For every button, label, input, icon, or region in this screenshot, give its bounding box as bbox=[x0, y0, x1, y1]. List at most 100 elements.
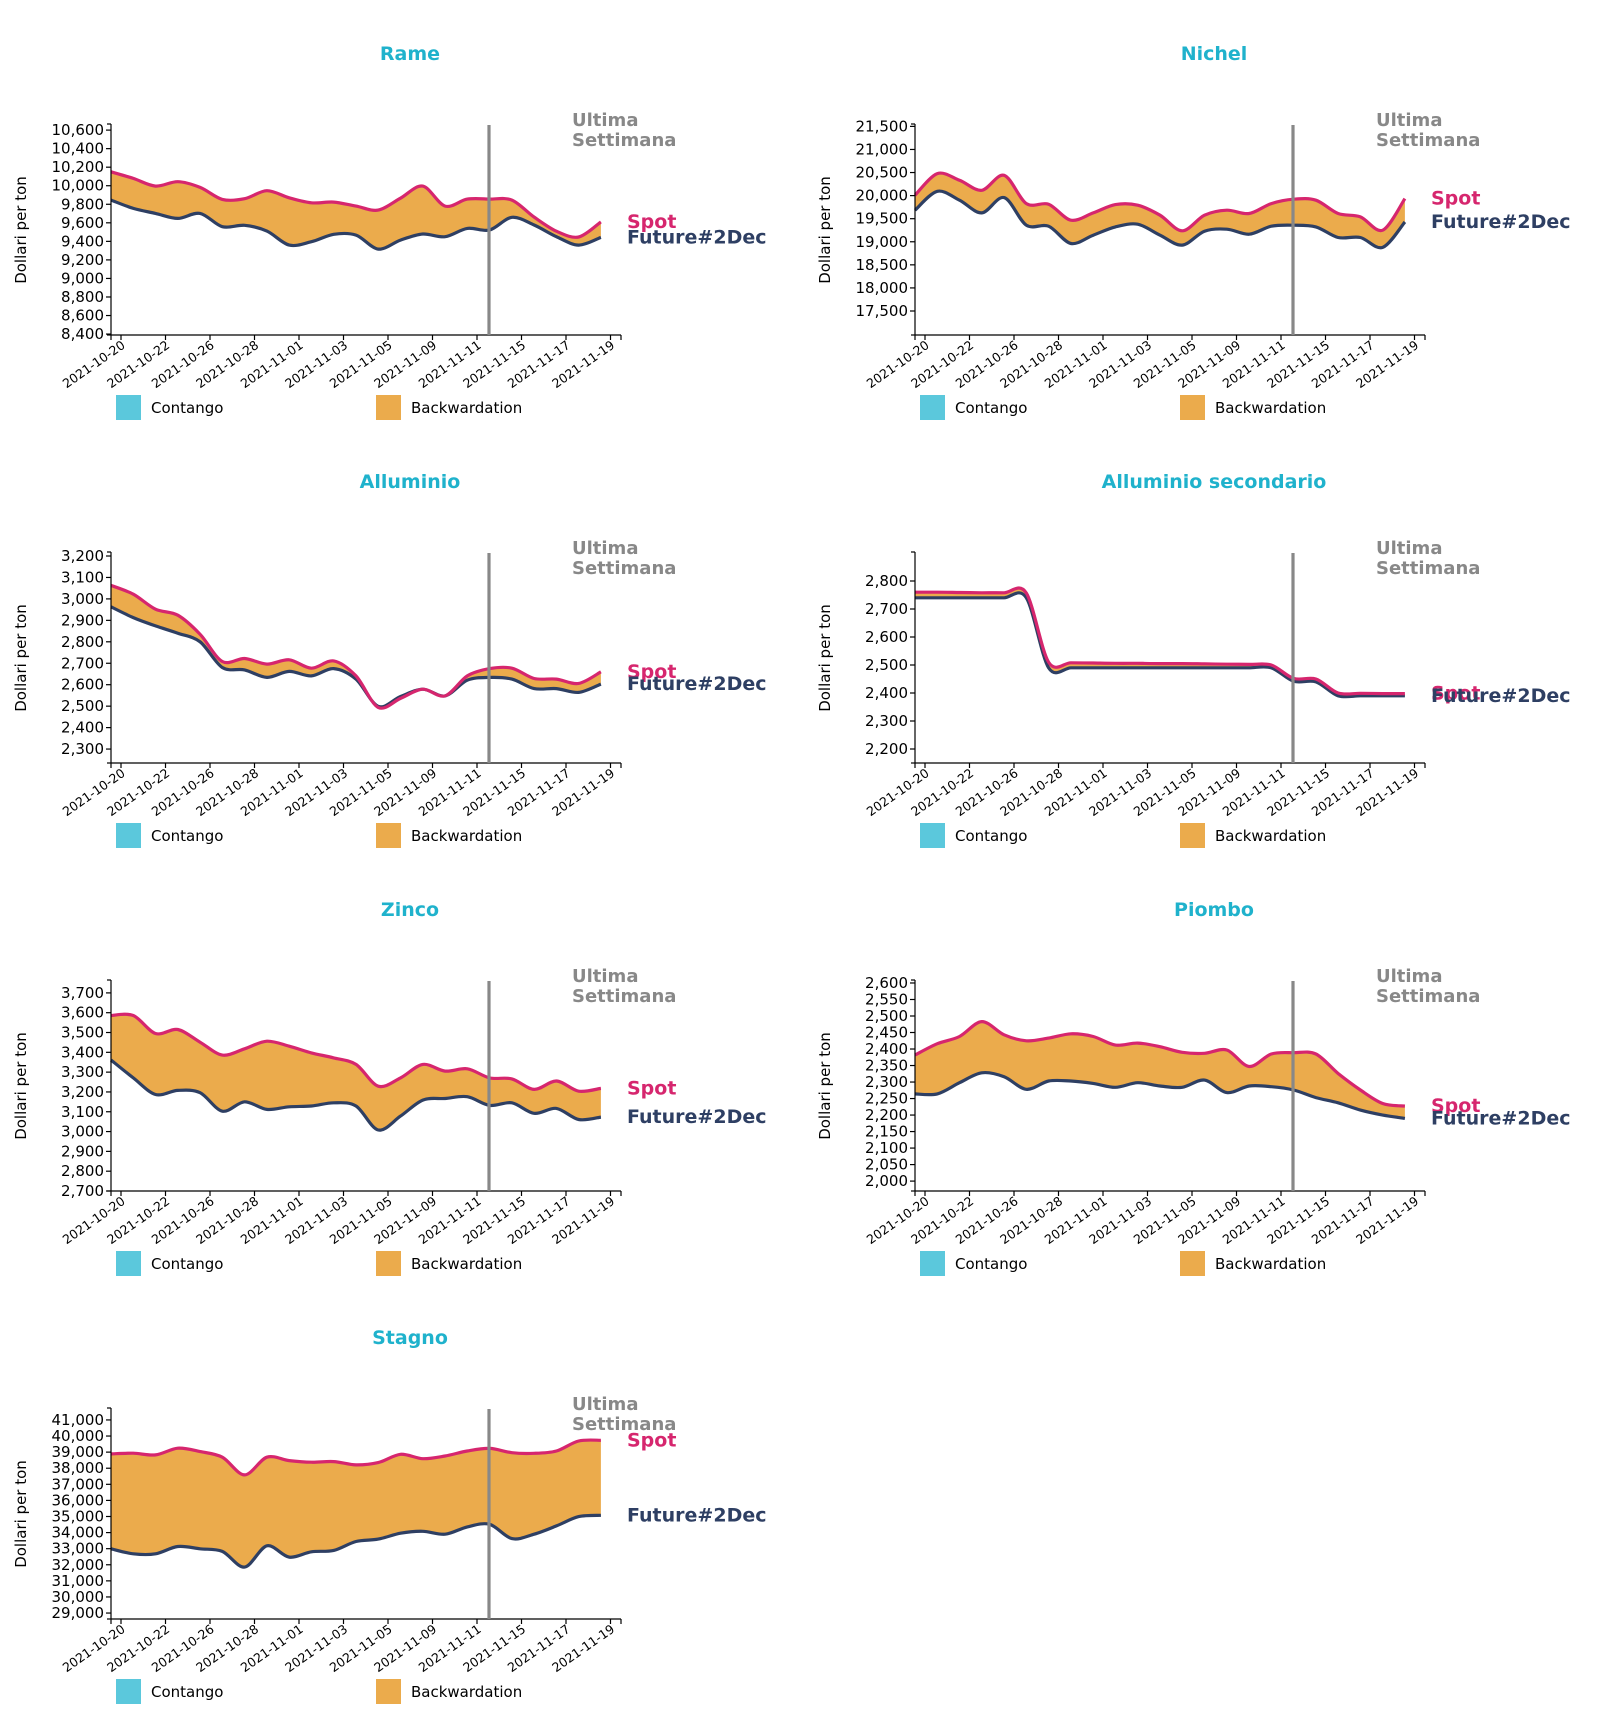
legend-item-backwardation[interactable]: Backwardation bbox=[1180, 1251, 1326, 1276]
y-tick-label: 9,000 bbox=[61, 269, 104, 287]
chart-title: Zinco bbox=[381, 899, 439, 921]
y-tick-label: 8,400 bbox=[61, 325, 104, 343]
future-series-label: Future#2Dec bbox=[1431, 211, 1571, 233]
backwardation-area bbox=[111, 585, 601, 709]
y-tick-label: 10,400 bbox=[52, 140, 105, 158]
y-tick-label: 2,500 bbox=[61, 697, 104, 715]
y-tick-label: 18,000 bbox=[856, 279, 909, 297]
legend-swatch bbox=[116, 1679, 141, 1704]
legend-item-backwardation[interactable]: Backwardation bbox=[1180, 395, 1326, 420]
y-tick-label: 37,000 bbox=[52, 1475, 105, 1493]
legend-label: Contango bbox=[151, 1683, 223, 1701]
legend-label: Backwardation bbox=[1215, 399, 1326, 417]
y-tick-label: 29,000 bbox=[52, 1604, 105, 1622]
chart-title: Nichel bbox=[1181, 43, 1248, 65]
legend-swatch bbox=[116, 1251, 141, 1276]
last-week-label: Ultima bbox=[572, 1394, 638, 1415]
legend-label: Contango bbox=[955, 399, 1027, 417]
y-tick-label: 2,200 bbox=[865, 1106, 908, 1124]
y-tick-label: 3,200 bbox=[61, 547, 104, 565]
y-tick-label: 36,000 bbox=[52, 1491, 105, 1509]
chart-zinco: Zinco Dollari per ton 2,700 2,800 2,9003,000… bbox=[12, 899, 767, 1276]
y-axis-label: Dollari per ton bbox=[12, 176, 30, 284]
chart-piombo: Piombo Dollari per ton 2,0002,0502,1002,15… bbox=[816, 899, 1571, 1276]
y-tick-label: 38,000 bbox=[52, 1459, 105, 1477]
legend-label: Contango bbox=[151, 827, 223, 845]
y-tick-label: 3,400 bbox=[61, 1043, 104, 1061]
legend-item-contango[interactable]: Contango bbox=[116, 823, 223, 848]
legend-item-backwardation[interactable]: Backwardation bbox=[376, 1679, 522, 1704]
chart-alluminio-secondario: Alluminio secondario Dollari per ton 2,200… bbox=[816, 471, 1571, 848]
future-series-label: Future#2Dec bbox=[1431, 685, 1571, 707]
backwardation-area bbox=[111, 171, 601, 250]
spot-series-label: Spot bbox=[1431, 683, 1480, 705]
future-line bbox=[913, 189, 1407, 250]
legend-swatch bbox=[920, 1251, 945, 1276]
spot-series-label: Spot bbox=[627, 661, 676, 683]
last-week-label: Ultima bbox=[572, 110, 638, 131]
legend-label: Backwardation bbox=[411, 399, 522, 417]
y-tick-label: 3,100 bbox=[61, 1103, 104, 1121]
legend-swatch bbox=[920, 395, 945, 420]
y-tick-label: 2,050 bbox=[865, 1156, 908, 1174]
legend-item-backwardation[interactable]: Backwardation bbox=[376, 1251, 522, 1276]
legend-swatch bbox=[1180, 823, 1205, 848]
legend-item-contango[interactable]: Contango bbox=[116, 1251, 223, 1276]
y-tick-label: 2,600 bbox=[61, 676, 104, 694]
y-tick-label: 21,000 bbox=[856, 140, 909, 158]
y-tick-label: 2,400 bbox=[61, 719, 104, 737]
future-line bbox=[914, 1070, 1406, 1120]
y-tick-label: 2,300 bbox=[61, 740, 104, 758]
y-tick-label: 9,600 bbox=[61, 214, 104, 232]
y-tick-label: 2,700 bbox=[865, 600, 908, 618]
legend-label: Contango bbox=[955, 1255, 1027, 1273]
y-tick-label: 19,500 bbox=[856, 210, 909, 228]
chart-alluminio: Alluminio Dollari per ton 2,300 2,400 2,500 2… bbox=[12, 471, 767, 848]
future-line bbox=[915, 591, 1405, 699]
legend-swatch bbox=[116, 395, 141, 420]
legend-item-backwardation[interactable]: Backwardation bbox=[376, 823, 522, 848]
legend-item-contango[interactable]: Contango bbox=[920, 823, 1027, 848]
chart-nichel: Nichel Dollari per ton 17,500 18,000 18,500 1… bbox=[816, 43, 1571, 420]
y-tick-label: 30,000 bbox=[52, 1588, 105, 1606]
y-tick-label: 2,600 bbox=[865, 974, 908, 992]
legend-item-contango[interactable]: Contango bbox=[920, 1251, 1027, 1276]
legend-item-backwardation[interactable]: Backwardation bbox=[376, 395, 522, 420]
spot-line bbox=[914, 586, 1405, 696]
y-tick-label: 19,000 bbox=[856, 233, 909, 251]
legend-item-contango[interactable]: Contango bbox=[116, 395, 223, 420]
y-tick-label: 32,000 bbox=[52, 1556, 105, 1574]
legend-item-contango[interactable]: Contango bbox=[920, 395, 1027, 420]
chart-title: Alluminio secondario bbox=[1102, 471, 1327, 493]
backwardation-area bbox=[111, 1014, 601, 1131]
spot-series-label: Spot bbox=[1431, 188, 1480, 210]
spot-series-label: Spot bbox=[627, 1429, 676, 1451]
y-tick-label: 2,200 bbox=[865, 740, 908, 758]
legend-label: Backwardation bbox=[411, 827, 522, 845]
y-tick-label: 2,100 bbox=[865, 1139, 908, 1157]
y-tick-label: 3,000 bbox=[61, 590, 104, 608]
legend-label: Contango bbox=[151, 1255, 223, 1273]
spot-line bbox=[110, 1012, 602, 1094]
legend-item-backwardation[interactable]: Backwardation bbox=[1180, 823, 1326, 848]
chart-title: Stagno bbox=[372, 1327, 448, 1349]
y-tick-label: 3,500 bbox=[61, 1024, 104, 1042]
legend-swatch bbox=[920, 823, 945, 848]
legend-item-contango[interactable]: Contango bbox=[116, 1679, 223, 1704]
legend-label: Contango bbox=[955, 827, 1027, 845]
y-tick-label: 2,150 bbox=[865, 1123, 908, 1141]
future-series-label: Future#2Dec bbox=[627, 226, 767, 248]
y-tick-label: 9,400 bbox=[61, 232, 104, 250]
y-tick-label: 9,800 bbox=[61, 195, 104, 213]
future-series-label: Future#2Dec bbox=[627, 1106, 767, 1128]
backwardation-area bbox=[915, 1021, 1405, 1119]
y-tick-label: 2,700 bbox=[61, 1182, 104, 1200]
last-week-label: Settimana bbox=[572, 130, 676, 151]
legend-swatch bbox=[376, 395, 401, 420]
y-tick-label: 41,000 bbox=[52, 1411, 105, 1429]
last-week-label: Ultima bbox=[572, 538, 638, 559]
chart-title: Alluminio bbox=[360, 471, 461, 493]
